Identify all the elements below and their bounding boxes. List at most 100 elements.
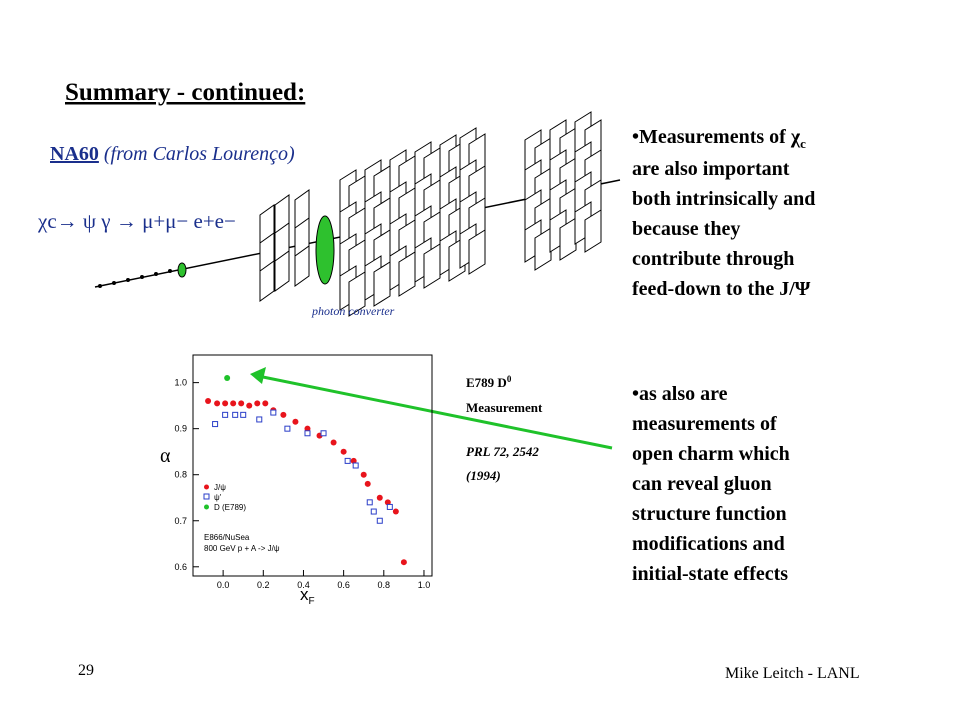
slide-title: Summary - continued:: [65, 79, 305, 106]
point: [386, 503, 393, 510]
legend-label: D (E789): [214, 503, 246, 512]
point: [360, 471, 367, 478]
plot-frame: [192, 354, 433, 577]
detector-diagram: [94, 111, 621, 317]
bullet-line: •as also are: [632, 383, 728, 405]
decay-label: χc→ ψ γ → μ+μ− e+e−: [37, 209, 236, 233]
detector-plane: [534, 227, 552, 271]
target: [154, 272, 158, 276]
note: E789 D0: [466, 374, 512, 390]
legend-label: ψ': [214, 493, 222, 502]
detector-plane: [373, 261, 391, 307]
point: [392, 508, 399, 515]
point: [222, 400, 229, 407]
point: [350, 457, 357, 464]
point: [384, 499, 391, 506]
point: [376, 517, 383, 524]
detector-plane: [294, 245, 310, 287]
legend-marker: [203, 493, 210, 500]
point: [222, 411, 229, 418]
source-name: NA60: [50, 143, 99, 165]
detector-plane: [259, 260, 275, 302]
detector-plane: [398, 251, 416, 297]
x-tick-label: 0.4: [297, 580, 310, 590]
y-tick-label: 0.9: [174, 424, 187, 434]
bullet1: are also important both intrinsically and…: [632, 158, 815, 300]
point: [214, 400, 221, 407]
point: [370, 508, 377, 515]
point: [240, 411, 247, 418]
bullet-line: open charm which: [632, 443, 790, 465]
ref-line1: PRL 72, 2542: [466, 444, 539, 459]
x-tick-label: 0.0: [217, 580, 230, 590]
point: [232, 411, 239, 418]
point: [400, 559, 407, 566]
legend-label: J/ψ: [214, 483, 226, 492]
note-line2: Measurement: [466, 400, 543, 415]
point: [340, 448, 347, 455]
experiment-label: E866/NuSea: [204, 533, 250, 542]
bullet-line: modifications and: [632, 533, 785, 555]
point: [304, 430, 311, 437]
x-tick-label: 0.8: [378, 580, 391, 590]
page-number: 29: [78, 662, 94, 679]
point: [262, 400, 269, 407]
point: [352, 462, 359, 469]
y-axis-label: α: [160, 445, 171, 467]
detector-plane: [559, 217, 577, 261]
point: [238, 400, 245, 407]
point: [292, 418, 299, 425]
bullet-line: measurements of: [632, 413, 777, 435]
bullet-line: are also important: [632, 158, 790, 180]
x-tick-label: 0.6: [337, 580, 350, 590]
point: [224, 375, 231, 382]
point: [246, 402, 253, 409]
note-sup: 0: [507, 374, 512, 384]
target: [168, 269, 172, 273]
converter: [315, 215, 335, 285]
absorber: [177, 262, 187, 278]
x-axis-label-main: x: [300, 585, 309, 604]
y-tick-label: 0.6: [174, 562, 187, 572]
bullet-text: •Measurements of χ: [632, 126, 801, 148]
x-axis-label: xF: [300, 585, 315, 607]
point: [254, 400, 261, 407]
target: [98, 284, 102, 288]
bullet-line: initial-state effects: [632, 563, 788, 585]
bullet-line: contribute through: [632, 248, 794, 270]
bullet1-lead: •Measurements of χc: [632, 126, 806, 151]
bullet-line: both intrinsically and: [632, 188, 815, 210]
point: [284, 425, 291, 432]
source: NA60 (from Carlos Lourenço): [50, 143, 295, 165]
bullet-line: because they: [632, 218, 740, 240]
point: [212, 421, 219, 428]
target: [126, 278, 130, 282]
point: [376, 494, 383, 501]
point: [304, 425, 311, 432]
point: [330, 439, 337, 446]
detector-plane: [423, 243, 441, 289]
bullet2: •as also are measurements of open charm wh…: [632, 383, 790, 585]
point: [344, 457, 351, 464]
bullet-line: structure function: [632, 503, 787, 525]
legend-marker: [204, 484, 209, 490]
detector-plane: [584, 209, 602, 253]
y-tick-label: 1.0: [174, 378, 187, 388]
x-tick-label: 0.2: [257, 580, 270, 590]
note-text: E789 D: [466, 375, 507, 390]
y-tick-label: 0.8: [174, 470, 187, 480]
source-note: (from Carlos Lourenço): [99, 143, 295, 165]
converter-label: photon converter: [311, 304, 395, 318]
target: [140, 275, 144, 279]
legend-marker: [204, 504, 209, 510]
detector-plane: [274, 250, 290, 292]
y-tick-label: 0.7: [174, 516, 187, 526]
point: [270, 409, 277, 416]
bullet-line: can reveal gluon: [632, 473, 772, 495]
detector-plane: [468, 229, 486, 275]
point: [230, 400, 237, 407]
point: [256, 416, 263, 423]
x-axis-label-sub: F: [309, 596, 315, 607]
